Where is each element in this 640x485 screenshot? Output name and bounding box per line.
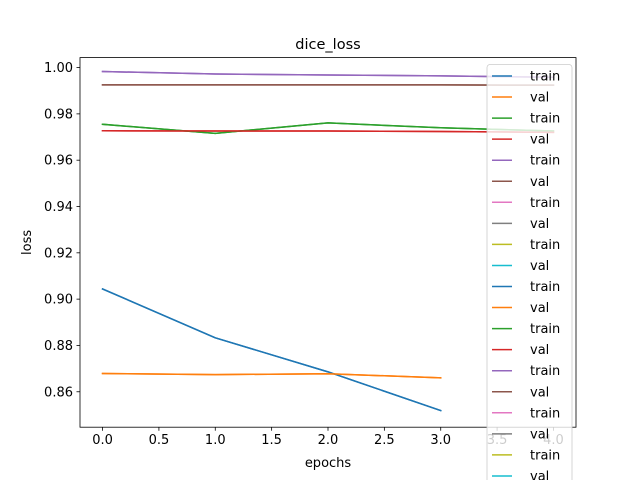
y-tick-label: 0.98: [44, 107, 73, 122]
x-axis-label: epochs: [305, 456, 352, 471]
legend-label: train: [530, 196, 560, 211]
y-tick-label: 0.86: [44, 385, 73, 400]
legend-label: train: [530, 154, 560, 169]
x-tick-label: 1.5: [261, 433, 282, 448]
y-tick-label: 0.94: [44, 200, 73, 215]
x-tick-label: 1.0: [205, 433, 226, 448]
legend-label: val: [530, 175, 549, 190]
legend-label: train: [530, 322, 560, 337]
legend-label: train: [530, 70, 560, 85]
legend-label: val: [530, 343, 549, 358]
y-tick-label: 0.96: [44, 154, 73, 169]
y-tick-label: 1.00: [44, 61, 73, 76]
x-tick-label: 2.0: [318, 433, 339, 448]
legend-label: val: [530, 427, 549, 442]
legend-label: train: [530, 238, 560, 253]
chart-title: dice_loss: [295, 37, 360, 53]
x-tick-label: 2.5: [374, 433, 395, 448]
legend-label: train: [530, 406, 560, 421]
legend-label: train: [530, 364, 560, 379]
legend-label: train: [530, 280, 560, 295]
legend-label: val: [530, 217, 549, 232]
x-tick-label: 3.0: [430, 433, 451, 448]
legend-label: val: [530, 259, 549, 274]
legend-label: val: [530, 469, 549, 480]
x-tick-label: 0.5: [149, 433, 170, 448]
legend-label: val: [530, 91, 549, 106]
legend-label: val: [530, 301, 549, 316]
x-tick-label: 0.0: [92, 433, 113, 448]
legend-label: train: [530, 448, 560, 463]
legend: train val train val train val train val train val…: [487, 65, 572, 481]
y-tick-label: 0.90: [44, 293, 73, 308]
legend-label: train: [530, 112, 560, 127]
y-tick-label: 0.92: [44, 246, 73, 261]
y-axis-label: loss: [20, 230, 35, 255]
y-tick-label: 0.88: [44, 339, 73, 354]
legend-label: val: [530, 385, 549, 400]
legend-label: val: [530, 133, 549, 148]
